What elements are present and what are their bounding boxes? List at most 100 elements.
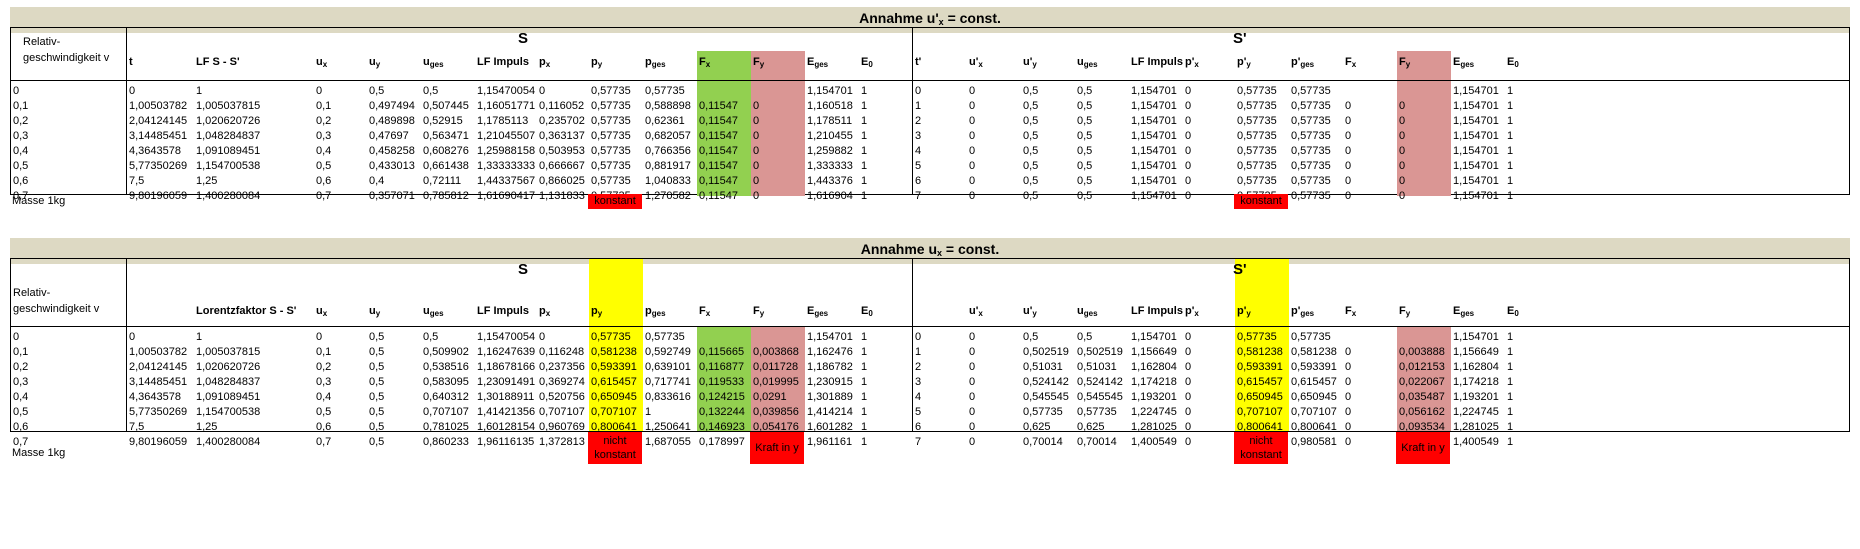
bottom-header-cell: p'y xyxy=(1237,305,1251,318)
top-table-cell: 0,866025 xyxy=(539,175,585,187)
top-table-cell: 1,259882 xyxy=(807,145,853,157)
top-table-cell: 0,57735 xyxy=(1237,130,1277,142)
top-table-cell: 0,5 xyxy=(316,160,332,172)
bottom-table-cell: 0,707107 xyxy=(539,406,585,418)
top-table-cell: 1,178511 xyxy=(807,115,853,127)
bottom-table-cell: 0,625 xyxy=(1023,421,1051,433)
bottom-kraft-badge: Kraft in y xyxy=(1396,432,1450,464)
top-rowheader-label: geschwindigkeit v xyxy=(23,52,110,64)
bottom-table-cell: 0,5 xyxy=(423,331,439,343)
top-table-cell: 0,563471 xyxy=(423,130,469,142)
bottom-table-cell: 0,800641 xyxy=(591,421,637,433)
bottom-table-cell: 0,707107 xyxy=(1291,406,1337,418)
bottom-table-cell: 0,524142 xyxy=(1077,376,1123,388)
bottom-table-cell: 0 xyxy=(1345,346,1352,358)
bottom-table-cell: 0,502519 xyxy=(1023,346,1069,358)
top-table-cell: 0,5 xyxy=(1023,115,1039,127)
top-table-cell: 0 xyxy=(1185,190,1192,202)
top-table-cell: 0 xyxy=(969,160,976,172)
bottom-table-cell: 0,592749 xyxy=(645,346,691,358)
bottom-header-cell: E0 xyxy=(861,305,873,318)
top-table-cell: 1 xyxy=(861,145,868,157)
top-table-block: Annahme u'x = const. Relativ-geschwindigk… xyxy=(10,7,1850,222)
top-table-cell: 0,57735 xyxy=(1291,130,1331,142)
top-header-cell: LF S - S' xyxy=(196,56,240,68)
top-table-cell: 0 xyxy=(969,130,976,142)
top-table-cell: 0,5 xyxy=(1023,175,1039,187)
bottom-table-cell: 1,16247639 xyxy=(477,346,536,358)
bottom-table-cell: 0,116877 xyxy=(699,361,745,373)
bottom-table-cell: 1,301889 xyxy=(807,391,853,403)
bottom-table-cell: 1,048284837 xyxy=(196,376,261,388)
bottom-table-cell: 0 xyxy=(1185,406,1192,418)
top-table-cell: 0,57735 xyxy=(591,100,631,112)
top-table-cell: 1,400280084 xyxy=(196,190,261,202)
bottom-table-cell: 0,5 xyxy=(1077,331,1093,343)
top-table-cell: 0,2 xyxy=(316,115,332,127)
bottom-table-cell: 0,707107 xyxy=(591,406,637,418)
top-table-cell: 0,116052 xyxy=(539,100,585,112)
bottom-table-cell: 0,581238 xyxy=(1291,346,1337,358)
bottom-table-cell: 1,60128154 xyxy=(477,421,536,433)
top-table-cell: 0,57735 xyxy=(1237,160,1277,172)
top-table-cell: 1,154701 xyxy=(1131,115,1177,127)
bottom-table-cell: 0 xyxy=(1345,406,1352,418)
bottom-table-cell: 0,707107 xyxy=(423,406,469,418)
top-table-cell: 1 xyxy=(861,190,868,202)
top-table-cell: 0 xyxy=(753,130,760,142)
bottom-table-cell: 0,538516 xyxy=(423,361,469,373)
top-table-cell: 0,52915 xyxy=(423,115,463,127)
bottom-table-cell: 0,800641 xyxy=(1291,421,1337,433)
top-header-cell: pges xyxy=(645,56,666,69)
top-table-cell: 0,57735 xyxy=(591,115,631,127)
top-table-cell: 0 xyxy=(1345,100,1352,112)
bottom-table-cell: 1,18678166 xyxy=(477,361,536,373)
top-table-cell: 0,72111 xyxy=(423,175,462,187)
top-table-cell: 0,57735 xyxy=(591,175,631,187)
bottom-table-cell: 1,400549 xyxy=(1453,436,1499,448)
bottom-table-cell: 1 xyxy=(1507,361,1514,373)
top-table-cell: 0,5 xyxy=(1023,130,1039,142)
bottom-table-cell: 0,022067 xyxy=(1399,376,1445,388)
top-table-cell: 1,154701 xyxy=(1131,190,1177,202)
top-table-cell: 0 xyxy=(1185,100,1192,112)
bottom-table-cell: 0,57735 xyxy=(591,331,631,343)
bottom-table-cell: 1,41421356 xyxy=(477,406,536,418)
top-table-cell: 0,5 xyxy=(1077,100,1093,112)
top-table-cell: 0 xyxy=(753,160,760,172)
top-table-cell: 5 xyxy=(915,160,922,172)
bottom-header-cell: u'x xyxy=(969,305,983,318)
top-table-cell: 1,25988158 xyxy=(477,145,536,157)
bottom-table-cell: 0,833616 xyxy=(645,391,691,403)
top-table-cell: 0 xyxy=(1345,190,1352,202)
top-table-cell: 0,5 xyxy=(1077,175,1093,187)
bottom-table-cell: 0,146923 xyxy=(699,421,745,433)
bottom-table-cell: 0 xyxy=(1185,376,1192,388)
bottom-table-cell: 0,093534 xyxy=(1399,421,1445,433)
bottom-table-cell: 0,011728 xyxy=(753,361,799,373)
top-table-cell: 0 xyxy=(1399,130,1406,142)
top-table-cell: 0,661438 xyxy=(423,160,469,172)
bottom-table-cell: 0,3 xyxy=(13,376,29,388)
top-table-cell: 1,443376 xyxy=(807,175,853,187)
top-header-cell: ux xyxy=(316,56,328,69)
top-table-cell: 0,11547 xyxy=(699,190,738,202)
top-table-cell: 1,131833 xyxy=(539,190,585,202)
bottom-header-cell: Fy xyxy=(753,305,765,318)
bottom-table-block: Annahme ux = const. Relativ-geschwindigke… xyxy=(10,238,1850,468)
bottom-table-cell: 0,615457 xyxy=(591,376,637,388)
bottom-table-cell: 0,115665 xyxy=(699,346,745,358)
top-header-cell: u'x xyxy=(969,56,983,69)
top-table-cell: 1 xyxy=(1507,160,1514,172)
bottom-table-cell: 0,6 xyxy=(316,421,332,433)
top-table-cell: 0 xyxy=(1399,190,1406,202)
bottom-table-cell: 1 xyxy=(861,361,868,373)
bottom-table-cell: 1 xyxy=(861,331,868,343)
top-table-cell: 0,5 xyxy=(1023,85,1039,97)
bottom-table-cell: 0,70014 xyxy=(1023,436,1063,448)
top-table-cell: 0 xyxy=(753,115,760,127)
bottom-table-cell: 1,154701 xyxy=(1453,331,1499,343)
bottom-table-cell: 1,224745 xyxy=(1453,406,1499,418)
bottom-table-cell: 1,162804 xyxy=(1131,361,1177,373)
top-table-cell: 0 xyxy=(1185,130,1192,142)
